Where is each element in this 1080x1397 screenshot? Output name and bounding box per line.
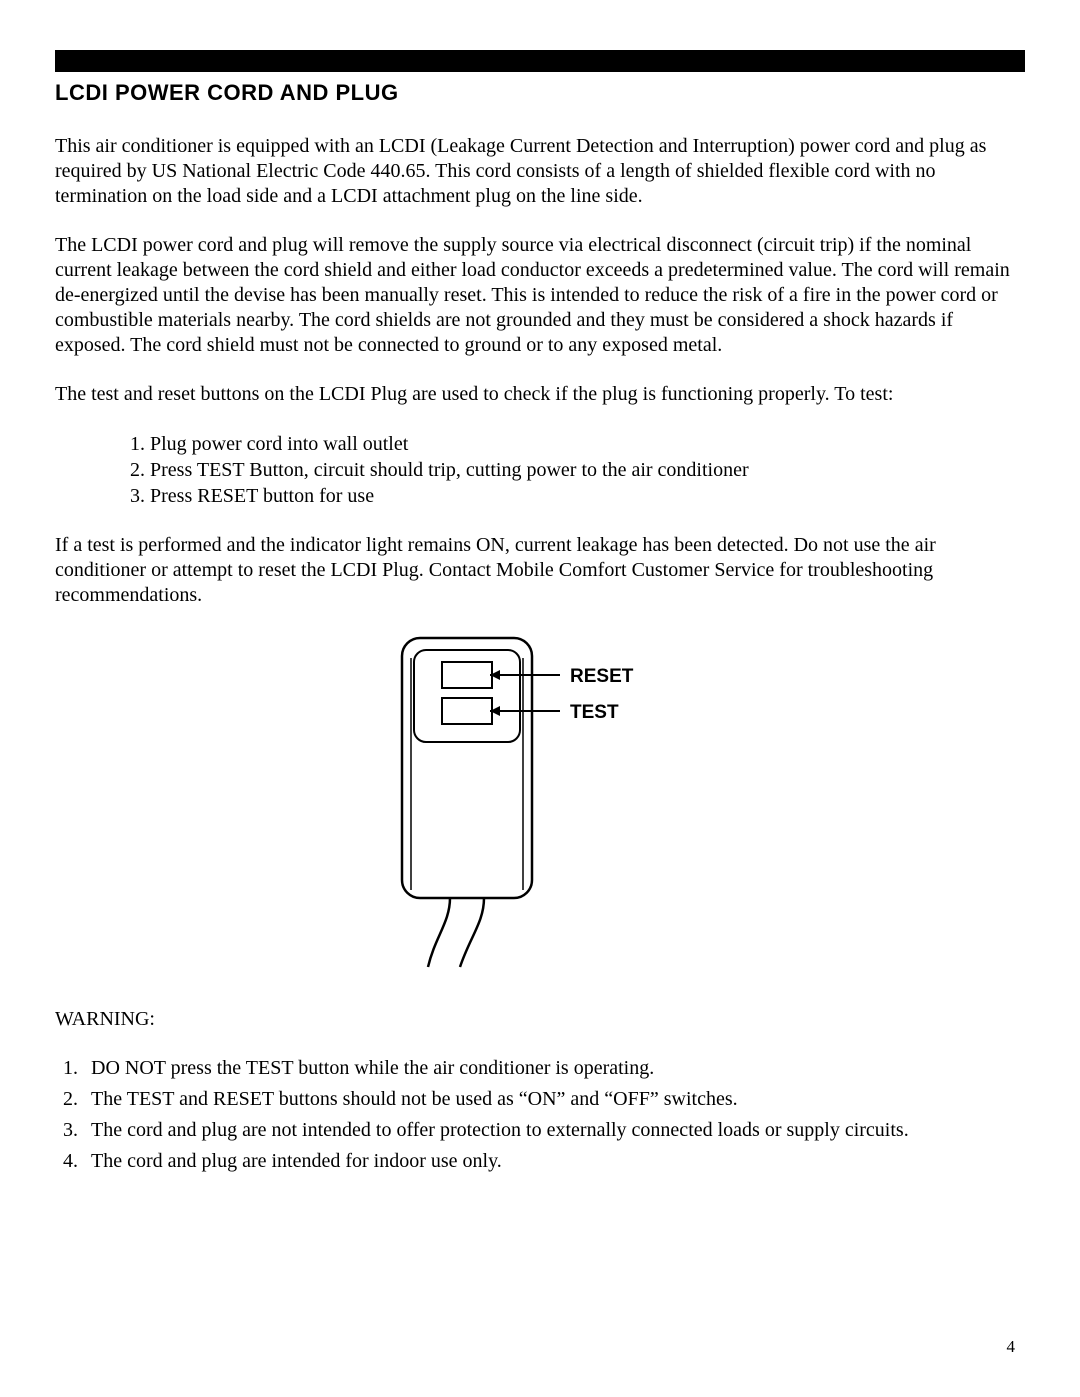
- warning-4: The cord and plug are intended for indoo…: [83, 1146, 1025, 1177]
- header-bar: [55, 50, 1025, 72]
- step-1: 1. Plug power cord into wall outlet: [130, 431, 1025, 457]
- plug-diagram-container: RESET TEST: [55, 632, 1025, 972]
- warning-list: DO NOT press the TEST button while the a…: [55, 1053, 1025, 1177]
- test-steps: 1. Plug power cord into wall outlet 2. P…: [130, 431, 1025, 509]
- paragraph-4: If a test is performed and the indicator…: [55, 533, 1025, 608]
- step-3: 3. Press RESET button for use: [130, 483, 1025, 509]
- page-number: 4: [1007, 1337, 1016, 1357]
- warning-1: DO NOT press the TEST button while the a…: [83, 1053, 1025, 1084]
- paragraph-2: The LCDI power cord and plug will remove…: [55, 233, 1025, 358]
- paragraph-3: The test and reset buttons on the LCDI P…: [55, 382, 1025, 407]
- page-title: LCDI POWER CORD AND PLUG: [55, 80, 1025, 106]
- warning-2: The TEST and RESET buttons should not be…: [83, 1084, 1025, 1115]
- warning-3: The cord and plug are not intended to of…: [83, 1115, 1025, 1146]
- plug-diagram: RESET TEST: [380, 632, 700, 972]
- step-2: 2. Press TEST Button, circuit should tri…: [130, 457, 1025, 483]
- paragraph-1: This air conditioner is equipped with an…: [55, 134, 1025, 209]
- reset-label: RESET: [570, 666, 634, 687]
- warning-heading: WARNING:: [55, 1008, 1025, 1031]
- test-label: TEST: [570, 702, 619, 723]
